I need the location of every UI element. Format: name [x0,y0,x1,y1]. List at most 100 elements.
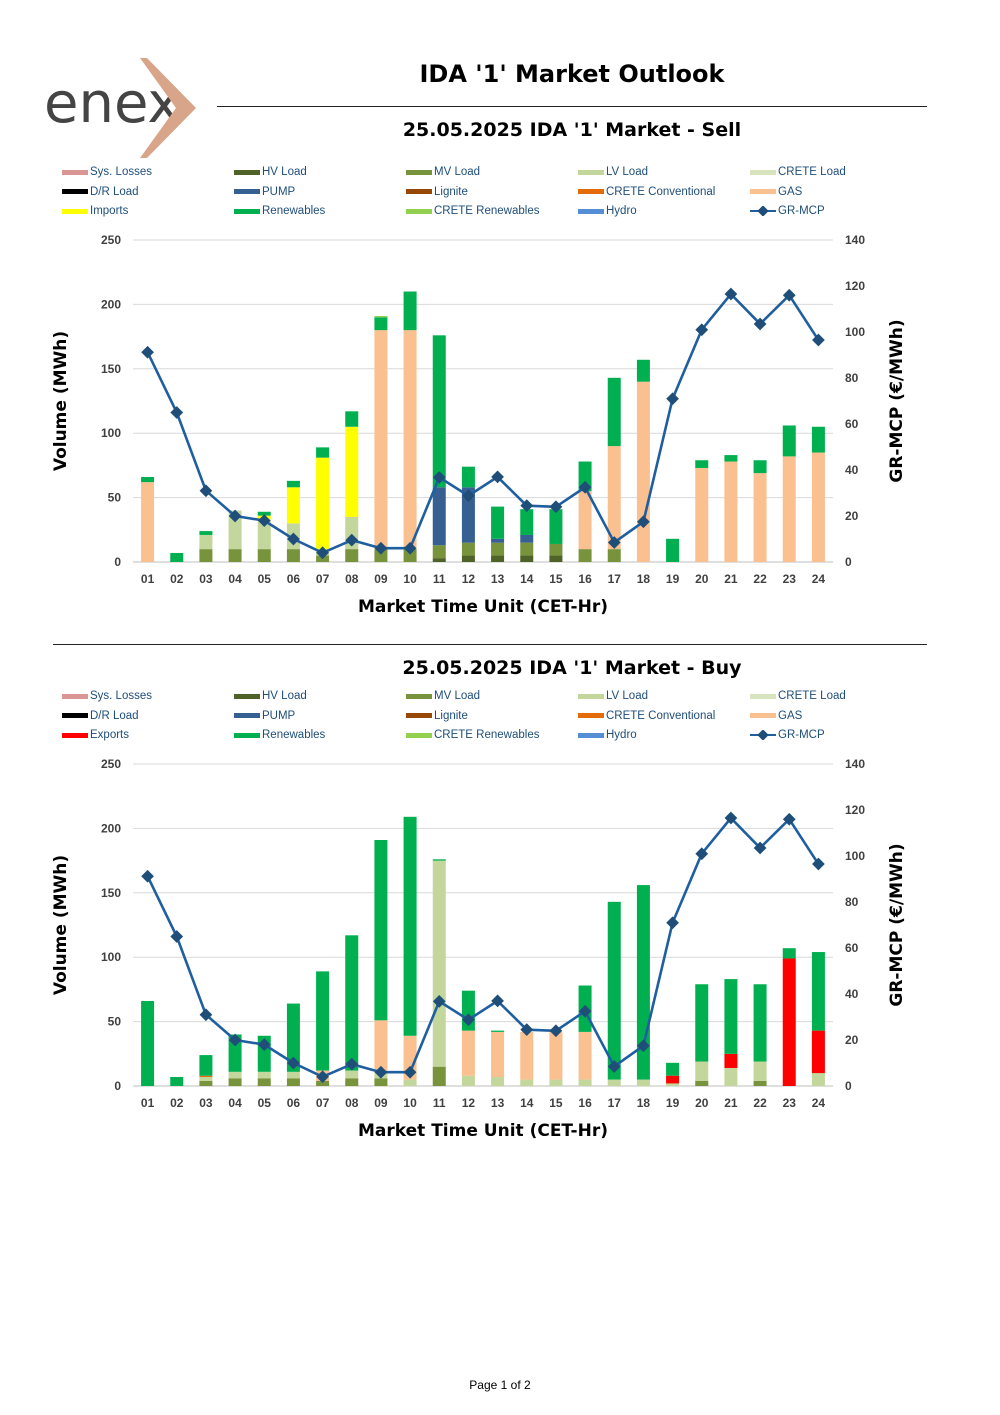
y-axis-title: Volume (MWh) [51,331,71,471]
bar-gas [782,456,796,562]
x-tick-label: 03 [199,572,213,586]
x-tick-label: 12 [462,572,476,586]
legend-item-lignite: Lignite [406,184,468,200]
bar-mv-load [403,549,417,562]
bar-renewables [199,531,213,535]
x-tick-label: 10 [403,572,417,586]
legend-label: CRETE Load [778,166,846,178]
legend-item-hydro: Hydro [578,727,637,743]
bar-renewables [666,538,680,562]
y2-tick-label: 60 [845,941,859,955]
x-tick-label: 12 [462,1096,476,1110]
section-divider [53,644,927,645]
bar-hv-load [432,558,446,562]
legend-label: LV Load [606,690,648,702]
bar-mv-load [578,549,592,562]
gr-mcp-marker [549,500,563,514]
legend-label: HV Load [262,690,307,702]
legend-swatch [62,693,88,699]
bar-mv-load [257,1078,271,1086]
bar-mv-load [199,549,213,562]
bar-pump [461,487,475,543]
legend-label: Lignite [434,709,468,722]
legend-label: Lignite [434,185,468,198]
bar-exports [666,1075,680,1084]
gr-mcp-marker [491,470,504,484]
bar-renewables [724,979,738,1054]
y2-tick-label: 60 [845,417,859,431]
legend-item-gr-mcp: GR-MCP [750,203,825,219]
legend-item-mv-load: MV Load [406,688,480,704]
bar-lv-load [491,1076,505,1086]
gr-mcp-marker [403,1065,417,1079]
bar-gas [141,482,155,562]
bar-gas [374,1020,388,1072]
bar-mv-load [695,1080,709,1086]
x-tick-label: 24 [812,1096,826,1110]
legend-swatch [234,693,260,699]
x-tick-label: 06 [287,572,301,586]
legend-label: PUMP [262,709,296,722]
x-tick-label: 04 [228,1096,242,1110]
bar-mv-load [607,549,621,562]
legend-item-crete-load: CRETE Load [750,164,846,180]
bar-renewables [782,948,796,959]
legend-label: MV Load [434,166,481,178]
y2-tick-label: 40 [845,987,859,1001]
bar-mv-load [345,549,359,562]
buy-chart-title: 25.05.2025 IDA '1' Market - Buy [402,657,742,679]
legend-item-d-r-load: D/R Load [62,708,139,724]
x-tick-label: 20 [695,1096,709,1110]
bar-mv-load [520,542,534,556]
y2-tick-label: 20 [845,509,859,523]
bar-renewables [228,1034,242,1072]
x-tick-label: 09 [374,572,388,586]
x-axis-title: Market Time Unit (CET-Hr) [358,597,608,617]
legend-label: MV Load [434,690,481,702]
legend-swatch [406,693,432,699]
gr-mcp-marker [316,1070,329,1084]
x-tick-label: 20 [695,572,709,586]
bar-renewables [520,509,534,535]
legend-swatch [578,732,604,738]
y2-tick-label: 80 [845,371,859,385]
bar-imports [316,457,330,550]
gr-mcp-marker [812,857,825,871]
legend-item-gas: GAS [750,184,802,200]
gr-mcp-marker [462,489,475,503]
legend-item-crete-renewables: CRETE Renewables [406,203,539,219]
x-tick-label: 14 [520,572,534,586]
legend-item-hv-load: HV Load [234,688,307,704]
bar-lv-load [257,1071,271,1079]
sell-legend: Sys. Losses HV Load MV Load LV Load CRETE Lo… [62,164,922,224]
x-tick-label: 19 [666,1096,680,1110]
legend-item-gas: GAS [750,708,802,724]
bar-mv-load [432,545,446,559]
bar-renewables [636,359,650,382]
y2-tick-label: 140 [845,233,865,247]
legend-item-hv-load: HV Load [234,164,307,180]
x-tick-label: 19 [666,572,680,586]
legend-item-exports: Exports [62,727,129,743]
bar-imports [345,426,359,517]
bar-renewables [257,511,271,516]
y-tick-label: 200 [101,821,121,835]
bar-renewables [316,971,330,1071]
y2-tick-label: 120 [845,803,865,817]
y-tick-label: 150 [101,886,121,900]
legend-item-pump: PUMP [234,184,295,200]
legend-swatch [406,732,432,738]
bar-mv-load [549,543,563,556]
bar-mv-load [753,1080,767,1086]
bar-renewables [403,816,417,1036]
legend-swatch [62,713,88,718]
legend-label: HV Load [262,166,307,178]
legend-swatch [234,189,260,194]
legend-swatch [234,732,260,738]
legend-label: Renewables [262,729,326,741]
x-tick-label: 22 [753,1096,767,1110]
bar-renewables [811,426,825,453]
bar-imports [286,487,300,524]
gr-mcp-marker [374,1065,388,1079]
x-tick-label: 22 [753,572,767,586]
